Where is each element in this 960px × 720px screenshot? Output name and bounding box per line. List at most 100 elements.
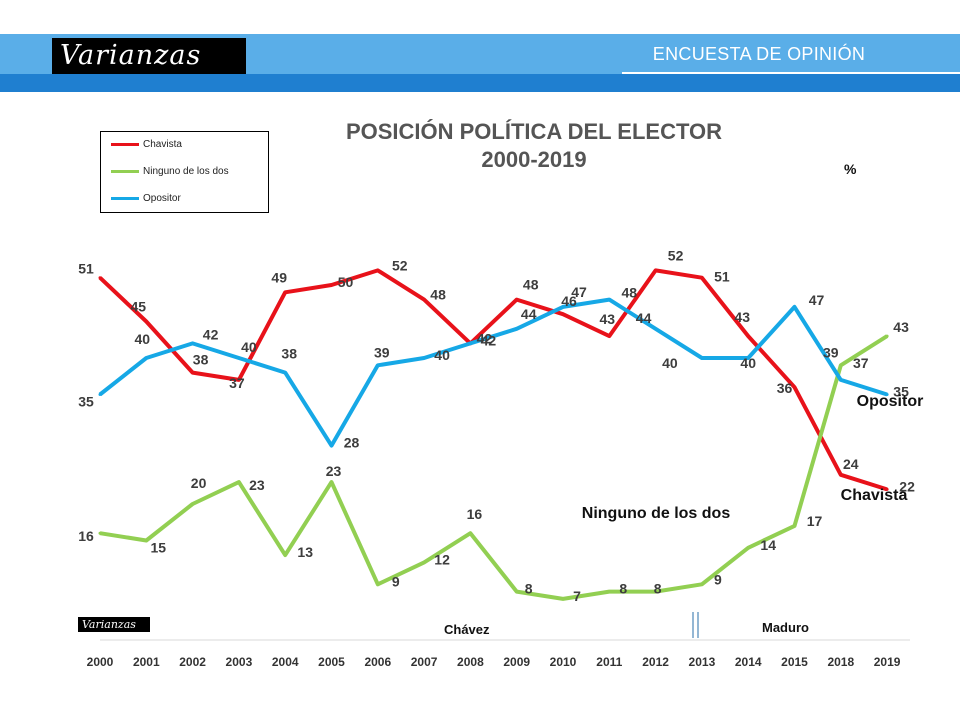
period-label-maduro: Maduro	[762, 620, 809, 635]
data-label-opositor-2012: 44	[636, 310, 652, 326]
data-point-chavista-2012	[654, 268, 658, 272]
data-point-opositor-2010	[561, 305, 565, 309]
data-label-chavista-2003: 37	[229, 375, 245, 391]
x-tick-label-2007: 2007	[411, 655, 438, 669]
x-tick-label-2013: 2013	[689, 655, 716, 669]
data-label-opositor-2001: 40	[135, 331, 151, 347]
data-label-chavista-2005: 50	[338, 274, 354, 290]
data-label-chavista-2013: 51	[714, 269, 730, 285]
legend-label-chavista: Chavista	[143, 139, 182, 150]
data-point-ninguno-2008	[468, 531, 472, 535]
data-label-opositor-2004: 38	[281, 346, 297, 362]
data-label-ninguno-2003: 23	[249, 477, 265, 493]
data-point-ninguno-2010	[561, 597, 565, 601]
data-point-opositor-2006	[376, 363, 380, 367]
data-point-chavista-2003	[237, 378, 241, 382]
data-point-chavista-2001	[144, 320, 148, 323]
data-label-ninguno-2019: 43	[893, 319, 909, 335]
data-point-ninguno-2000	[98, 531, 102, 535]
data-label-chavista-2014: 43	[734, 309, 750, 325]
data-label-chavista-2004: 49	[271, 269, 287, 285]
data-label-chavista-2008: 42	[477, 330, 493, 346]
data-point-chavista-2019	[885, 487, 889, 491]
data-label-chavista-2002: 38	[193, 352, 209, 368]
data-label-opositor-2005: 28	[344, 435, 360, 451]
data-point-ninguno-2011	[607, 590, 611, 594]
x-tick-label-2019: 2019	[874, 655, 901, 669]
data-point-opositor-2015	[793, 305, 796, 309]
data-label-ninguno-2009: 8	[525, 581, 533, 597]
data-label-ninguno-2018: 39	[823, 344, 839, 360]
data-point-opositor-2011	[607, 298, 611, 302]
data-label-ninguno-2005: 23	[326, 463, 342, 479]
data-label-opositor-2002: 42	[203, 326, 219, 342]
data-label-ninguno-2012: 8	[654, 581, 662, 597]
x-tick-label-2003: 2003	[226, 655, 253, 669]
x-tick-label-2014: 2014	[735, 655, 762, 669]
data-point-ninguno-2007	[422, 560, 426, 564]
data-label-opositor-2018: 37	[853, 355, 869, 371]
data-label-chavista-2000: 51	[78, 261, 94, 277]
x-tick-label-2018: 2018	[827, 655, 854, 669]
x-tick-label-2001: 2001	[133, 655, 160, 669]
legend-item-opositor: Opositor	[111, 193, 181, 207]
data-label-opositor-2003: 40	[241, 339, 257, 355]
x-tick-label-2011: 2011	[596, 655, 622, 669]
data-point-opositor-2018	[839, 378, 843, 382]
x-tick-label-2005: 2005	[318, 655, 345, 669]
chart-title-line2: 2000-2019	[481, 147, 587, 172]
data-label-chavista-2019: 22	[899, 478, 915, 494]
data-label-opositor-2011: 48	[622, 285, 638, 301]
data-point-chavista-2006	[376, 268, 380, 272]
legend-swatch-chavista	[111, 143, 139, 146]
data-point-ninguno-2002	[191, 502, 195, 506]
data-point-chavista-2015	[793, 385, 796, 389]
chart-legend: Chavista Ninguno de los dos Opositor	[100, 131, 269, 213]
data-label-opositor-2015: 47	[809, 292, 825, 308]
data-point-chavista-2010	[561, 312, 565, 316]
data-label-opositor-2000: 35	[78, 394, 94, 410]
unit-label: %	[844, 161, 857, 177]
data-label-opositor-2019: 35	[893, 384, 909, 400]
legend-label-ninguno: Ninguno de los dos	[143, 166, 229, 177]
data-point-ninguno-2006	[376, 582, 380, 586]
data-label-ninguno-2010: 7	[573, 588, 581, 604]
data-point-opositor-2001	[144, 356, 148, 360]
x-tick-label-2006: 2006	[364, 655, 391, 669]
data-label-ninguno-2008: 16	[467, 506, 483, 522]
data-point-ninguno-2004	[283, 553, 287, 557]
data-point-opositor-2019	[885, 393, 889, 396]
legend-item-chavista: Chavista	[111, 139, 182, 153]
series-name-label-ninguno: Ninguno de los dos	[582, 505, 731, 522]
legend-label-opositor: Opositor	[143, 193, 181, 204]
data-label-chavista-2001: 45	[131, 299, 147, 315]
data-label-chavista-2018: 24	[843, 456, 859, 472]
data-label-ninguno-2001: 15	[151, 540, 167, 556]
data-point-ninguno-2009	[515, 590, 519, 594]
data-point-opositor-2013	[700, 356, 704, 360]
x-tick-label-2010: 2010	[550, 655, 577, 669]
data-point-ninguno-2018	[839, 363, 843, 367]
banner-title: ENCUESTA DE OPINIÓN	[652, 44, 866, 64]
data-label-opositor-2007: 40	[434, 347, 450, 363]
data-point-opositor-2000	[98, 393, 102, 396]
data-label-opositor-2010: 47	[571, 284, 587, 300]
x-tick-label-2008: 2008	[457, 655, 484, 669]
series-name-label-opositor: Opositor	[857, 393, 924, 410]
data-label-chavista-2007: 48	[430, 287, 446, 303]
data-label-opositor-2014: 40	[740, 355, 756, 371]
data-point-ninguno-2003	[237, 480, 241, 484]
data-label-chavista-2015: 36	[777, 380, 793, 396]
data-label-ninguno-2007: 12	[434, 551, 450, 567]
data-point-opositor-2002	[191, 341, 195, 345]
data-label-opositor-2006: 39	[374, 344, 390, 360]
x-tick-label-2009: 2009	[503, 655, 530, 669]
legend-swatch-opositor	[111, 197, 139, 200]
data-label-opositor-2009: 44	[521, 306, 537, 322]
data-point-chavista-2000	[98, 276, 102, 280]
legend-item-ninguno: Ninguno de los dos	[111, 166, 229, 180]
chart-title-line1: POSICIÓN POLÍTICA DEL ELECTOR	[345, 119, 723, 144]
x-tick-label-2002: 2002	[179, 655, 206, 669]
data-label-opositor-2013: 40	[662, 355, 678, 371]
